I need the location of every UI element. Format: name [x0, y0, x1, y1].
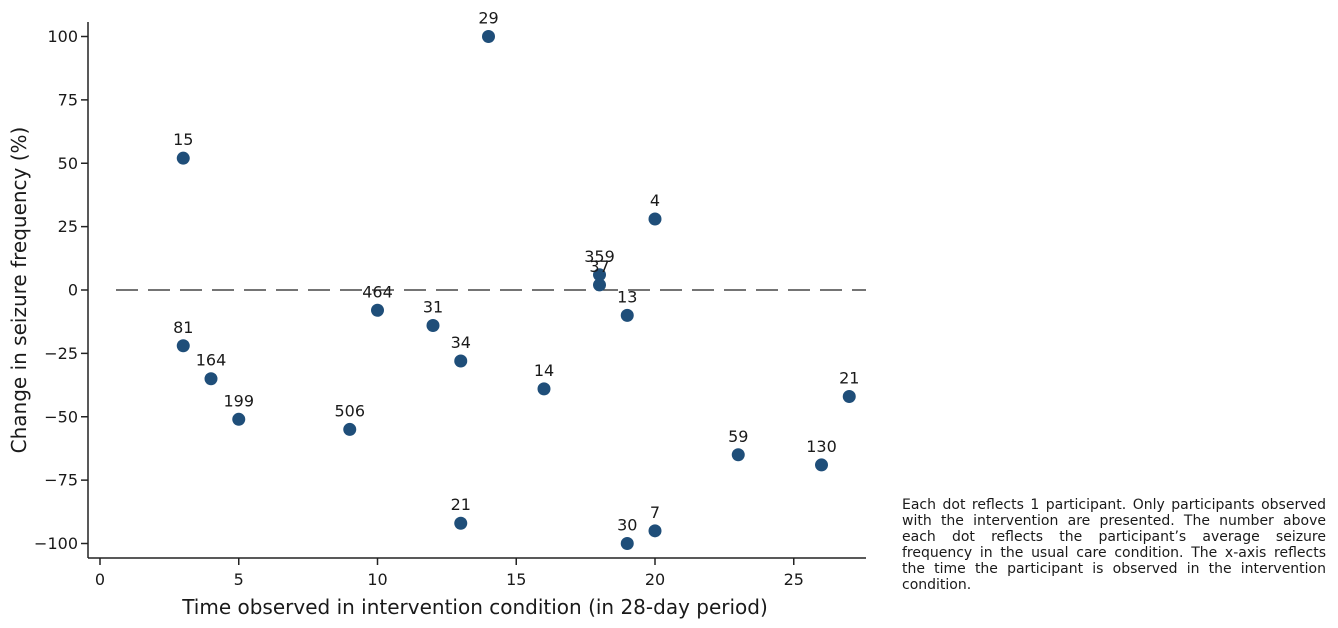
data-point [232, 412, 246, 426]
data-point [454, 354, 468, 368]
point-label: 7 [650, 503, 660, 522]
data-point [620, 537, 634, 550]
data-point [815, 458, 828, 472]
data-point [482, 30, 495, 43]
data-point [731, 448, 745, 462]
point-label: 199 [223, 391, 254, 410]
data-point [842, 389, 856, 403]
y-tick-label: −50 [44, 407, 78, 426]
point-label: 59 [728, 427, 748, 446]
data-point [204, 372, 218, 386]
point-label: 14 [534, 361, 554, 380]
y-tick-label: 0 [68, 281, 78, 300]
axes: 100 75 50 25 0 −25 −50 −75 −100 0 5 10 15 20 25 [34, 22, 866, 589]
figure-caption: Each dot reflects 1 participant. Only pa… [902, 497, 1326, 593]
data-point [593, 278, 606, 292]
point-label: 164 [196, 351, 227, 370]
point-label: 37 [589, 257, 609, 276]
point-label: 29 [478, 9, 498, 28]
x-tick-label: 0 [95, 570, 105, 589]
point-label: 464 [362, 282, 393, 301]
point-label: 34 [451, 333, 471, 352]
point-label: 506 [334, 401, 365, 420]
data-point [176, 151, 190, 165]
point-label: 30 [617, 516, 637, 535]
y-tick-label: −75 [44, 471, 78, 490]
data-point [176, 339, 190, 353]
y-tick-label: 100 [47, 27, 78, 46]
y-tick-label: 75 [58, 90, 78, 109]
y-axis-title: Change in seizure frequency (%) [7, 127, 31, 454]
point-label: 21 [451, 495, 471, 514]
point-label: 13 [617, 287, 637, 306]
data-point [620, 308, 634, 322]
point-label: 130 [806, 437, 837, 456]
point-label: 21 [839, 368, 859, 387]
x-tick-label: 10 [367, 570, 387, 589]
data-point [343, 422, 357, 436]
y-tick-label: 25 [58, 217, 78, 236]
x-tick-label: 20 [645, 570, 665, 589]
y-tick-label: 50 [58, 154, 78, 173]
data-point [426, 318, 440, 332]
data-point [537, 382, 551, 396]
data-point [593, 268, 606, 282]
point-label: 31 [423, 297, 443, 316]
x-axis-title: Time observed in intervention condition … [181, 595, 768, 619]
y-tick-label: −25 [44, 344, 78, 363]
x-tick-label: 15 [506, 570, 526, 589]
data-points [176, 30, 856, 550]
point-label: 81 [173, 318, 193, 337]
data-point [371, 303, 384, 317]
point-label: 4 [650, 191, 660, 210]
data-point [648, 212, 662, 226]
data-point [648, 524, 662, 538]
x-tick-label: 25 [784, 570, 804, 589]
data-point [454, 516, 468, 530]
x-tick-label: 5 [234, 570, 244, 589]
point-label: 15 [173, 130, 193, 149]
y-tick-label: −100 [34, 534, 78, 553]
point-label: 359 [584, 247, 615, 266]
